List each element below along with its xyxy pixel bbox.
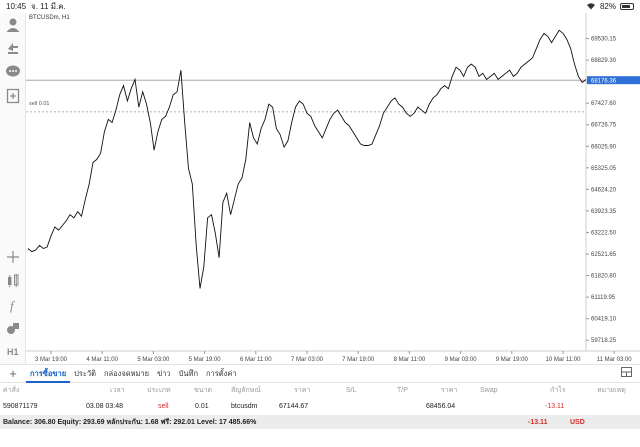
balance-summary: Balance: 306.80 Equity: 293.69 หลักประกั… (3, 418, 257, 426)
time-tick-label: 8 Mar 11:00 (394, 357, 426, 363)
time-tick-label: 9 Mar 03:00 (445, 357, 478, 363)
price-tick-label: 61119.95 (591, 295, 616, 301)
header-order: ค่าสั่ง (3, 386, 20, 394)
current-price-tag-label: 68176.36 (591, 78, 617, 84)
price-tick-label: 66726.75 (591, 123, 617, 129)
time-tick-label: 11 Mar 03:00 (597, 357, 633, 363)
tab-trade[interactable]: การซื้อขาย (26, 364, 71, 383)
tab-settings[interactable]: การตั้งค่า (206, 369, 237, 378)
price-tick-label: 65325.05 (591, 166, 617, 172)
battery-fill (622, 5, 631, 8)
status-date: จ. 11 มี.ค. (31, 2, 66, 11)
order-line-label: sell 0.01 (29, 101, 50, 107)
price-tick-label: 61820.80 (591, 274, 617, 280)
time-tick-label: 7 Mar 03:00 (291, 357, 324, 363)
chat-icon[interactable] (5, 64, 21, 80)
account-icon[interactable] (5, 17, 21, 33)
price-tick-label: 63923.35 (591, 209, 617, 215)
header-profit: กำไร (550, 386, 566, 394)
row-size: 0.01 (195, 402, 209, 410)
tab-history[interactable]: ประวัติ (74, 369, 97, 378)
row-order: 590871179 (3, 402, 38, 410)
price-tick-label: 69530.15 (591, 37, 617, 43)
header-symbol: สัญลักษณ์ (231, 386, 261, 394)
row-price: 67144.67 (279, 402, 309, 410)
header-current-price: ราคา (441, 386, 458, 394)
account-currency: USD (570, 418, 585, 426)
status-right: 82% (586, 2, 634, 12)
svg-text:H1: H1 (7, 347, 19, 357)
svg-text:f: f (10, 298, 16, 313)
time-tick-label: 6 Mar 11:00 (240, 357, 272, 363)
timeframe-icon[interactable]: H1 (5, 343, 21, 359)
row-symbol: btcusdm (231, 402, 258, 410)
row-profit: -13.11 (545, 402, 565, 410)
header-price: ราคา (294, 386, 311, 394)
terminal-tab-bar: + การซื้อขาย ประวัติ กล่องจดหมาย ข่าว บั… (0, 364, 640, 383)
header-sl: S/L (346, 386, 357, 394)
wifi-icon (586, 2, 596, 12)
price-tick-label: 68829.30 (591, 58, 617, 64)
time-tick-label: 4 Mar 11:00 (86, 357, 118, 363)
header-tp: T/P (397, 386, 408, 394)
left-toolbar: f H1 (0, 13, 26, 364)
row-type: sell (158, 402, 169, 410)
time-tick-label: 5 Mar 03:00 (137, 357, 170, 363)
header-comment: หมายเหตุ (597, 386, 626, 394)
row-current-price: 68456.04 (426, 402, 456, 410)
quotes-icon[interactable] (5, 40, 21, 56)
new-order-icon[interactable] (5, 88, 21, 104)
battery-percent: 82% (599, 2, 616, 11)
header-time: เวลา (110, 386, 125, 394)
chart-symbol-label: BTCUSDm, H1 (29, 15, 70, 21)
current-price-tag (587, 76, 640, 85)
header-swap: Swap (480, 386, 498, 394)
header-type: ประเภท (147, 386, 171, 394)
battery-icon (620, 3, 634, 10)
time-tick-label: 7 Mar 19:00 (342, 357, 375, 363)
status-time: 10:45 (6, 2, 27, 11)
tab-journal[interactable]: บันทึก (178, 369, 199, 378)
price-tick-label: 67427.60 (591, 101, 617, 107)
layout-icon[interactable] (621, 367, 632, 380)
price-series-line (27, 29, 587, 289)
tab-news[interactable]: ข่าว (157, 369, 171, 378)
total-profit: -13.11 (528, 418, 548, 426)
price-chart[interactable]: 69530.1568829.3068128.4567427.6066726.75… (26, 13, 640, 364)
price-tick-label: 64624.20 (591, 187, 617, 193)
table-row[interactable]: 590871179 03.08 03:48 sell 0.01 btcusdm … (0, 397, 640, 415)
price-tick-label: 59718.25 (591, 338, 617, 344)
header-size: ขนาด (194, 386, 213, 394)
price-tick-label: 60419.10 (591, 317, 617, 323)
price-tick-label: 66025.90 (591, 144, 617, 150)
indicators-icon[interactable]: f (5, 297, 21, 313)
time-tick-label: 3 Mar 19:00 (35, 357, 68, 363)
time-tick-label: 5 Mar 19:00 (189, 357, 222, 363)
time-tick-label: 9 Mar 19:00 (496, 357, 529, 363)
time-tick-label: 10 Mar 11:00 (546, 357, 582, 363)
status-left: 10:45 จ. 11 มี.ค. (6, 0, 66, 13)
objects-icon[interactable] (5, 320, 21, 336)
orders-table-header: ค่าสั่ง เวลา ประเภท ขนาด สัญลักษณ์ ราคา … (0, 383, 640, 397)
row-time: 03.08 03:48 (86, 402, 123, 410)
chart-type-icon[interactable] (5, 273, 21, 289)
balance-bar: Balance: 306.80 Equity: 293.69 หลักประกั… (0, 415, 640, 429)
price-tick-label: 63222.50 (591, 230, 617, 236)
chart-area[interactable]: 69530.1568829.3068128.4567427.6066726.75… (26, 13, 640, 364)
add-button[interactable]: + (9, 366, 17, 381)
tab-mailbox[interactable]: กล่องจดหมาย (104, 369, 150, 378)
status-bar: 10:45 จ. 11 มี.ค. 82% (0, 0, 640, 13)
price-tick-label: 62521.65 (591, 252, 617, 258)
crosshair-icon[interactable] (5, 249, 21, 265)
